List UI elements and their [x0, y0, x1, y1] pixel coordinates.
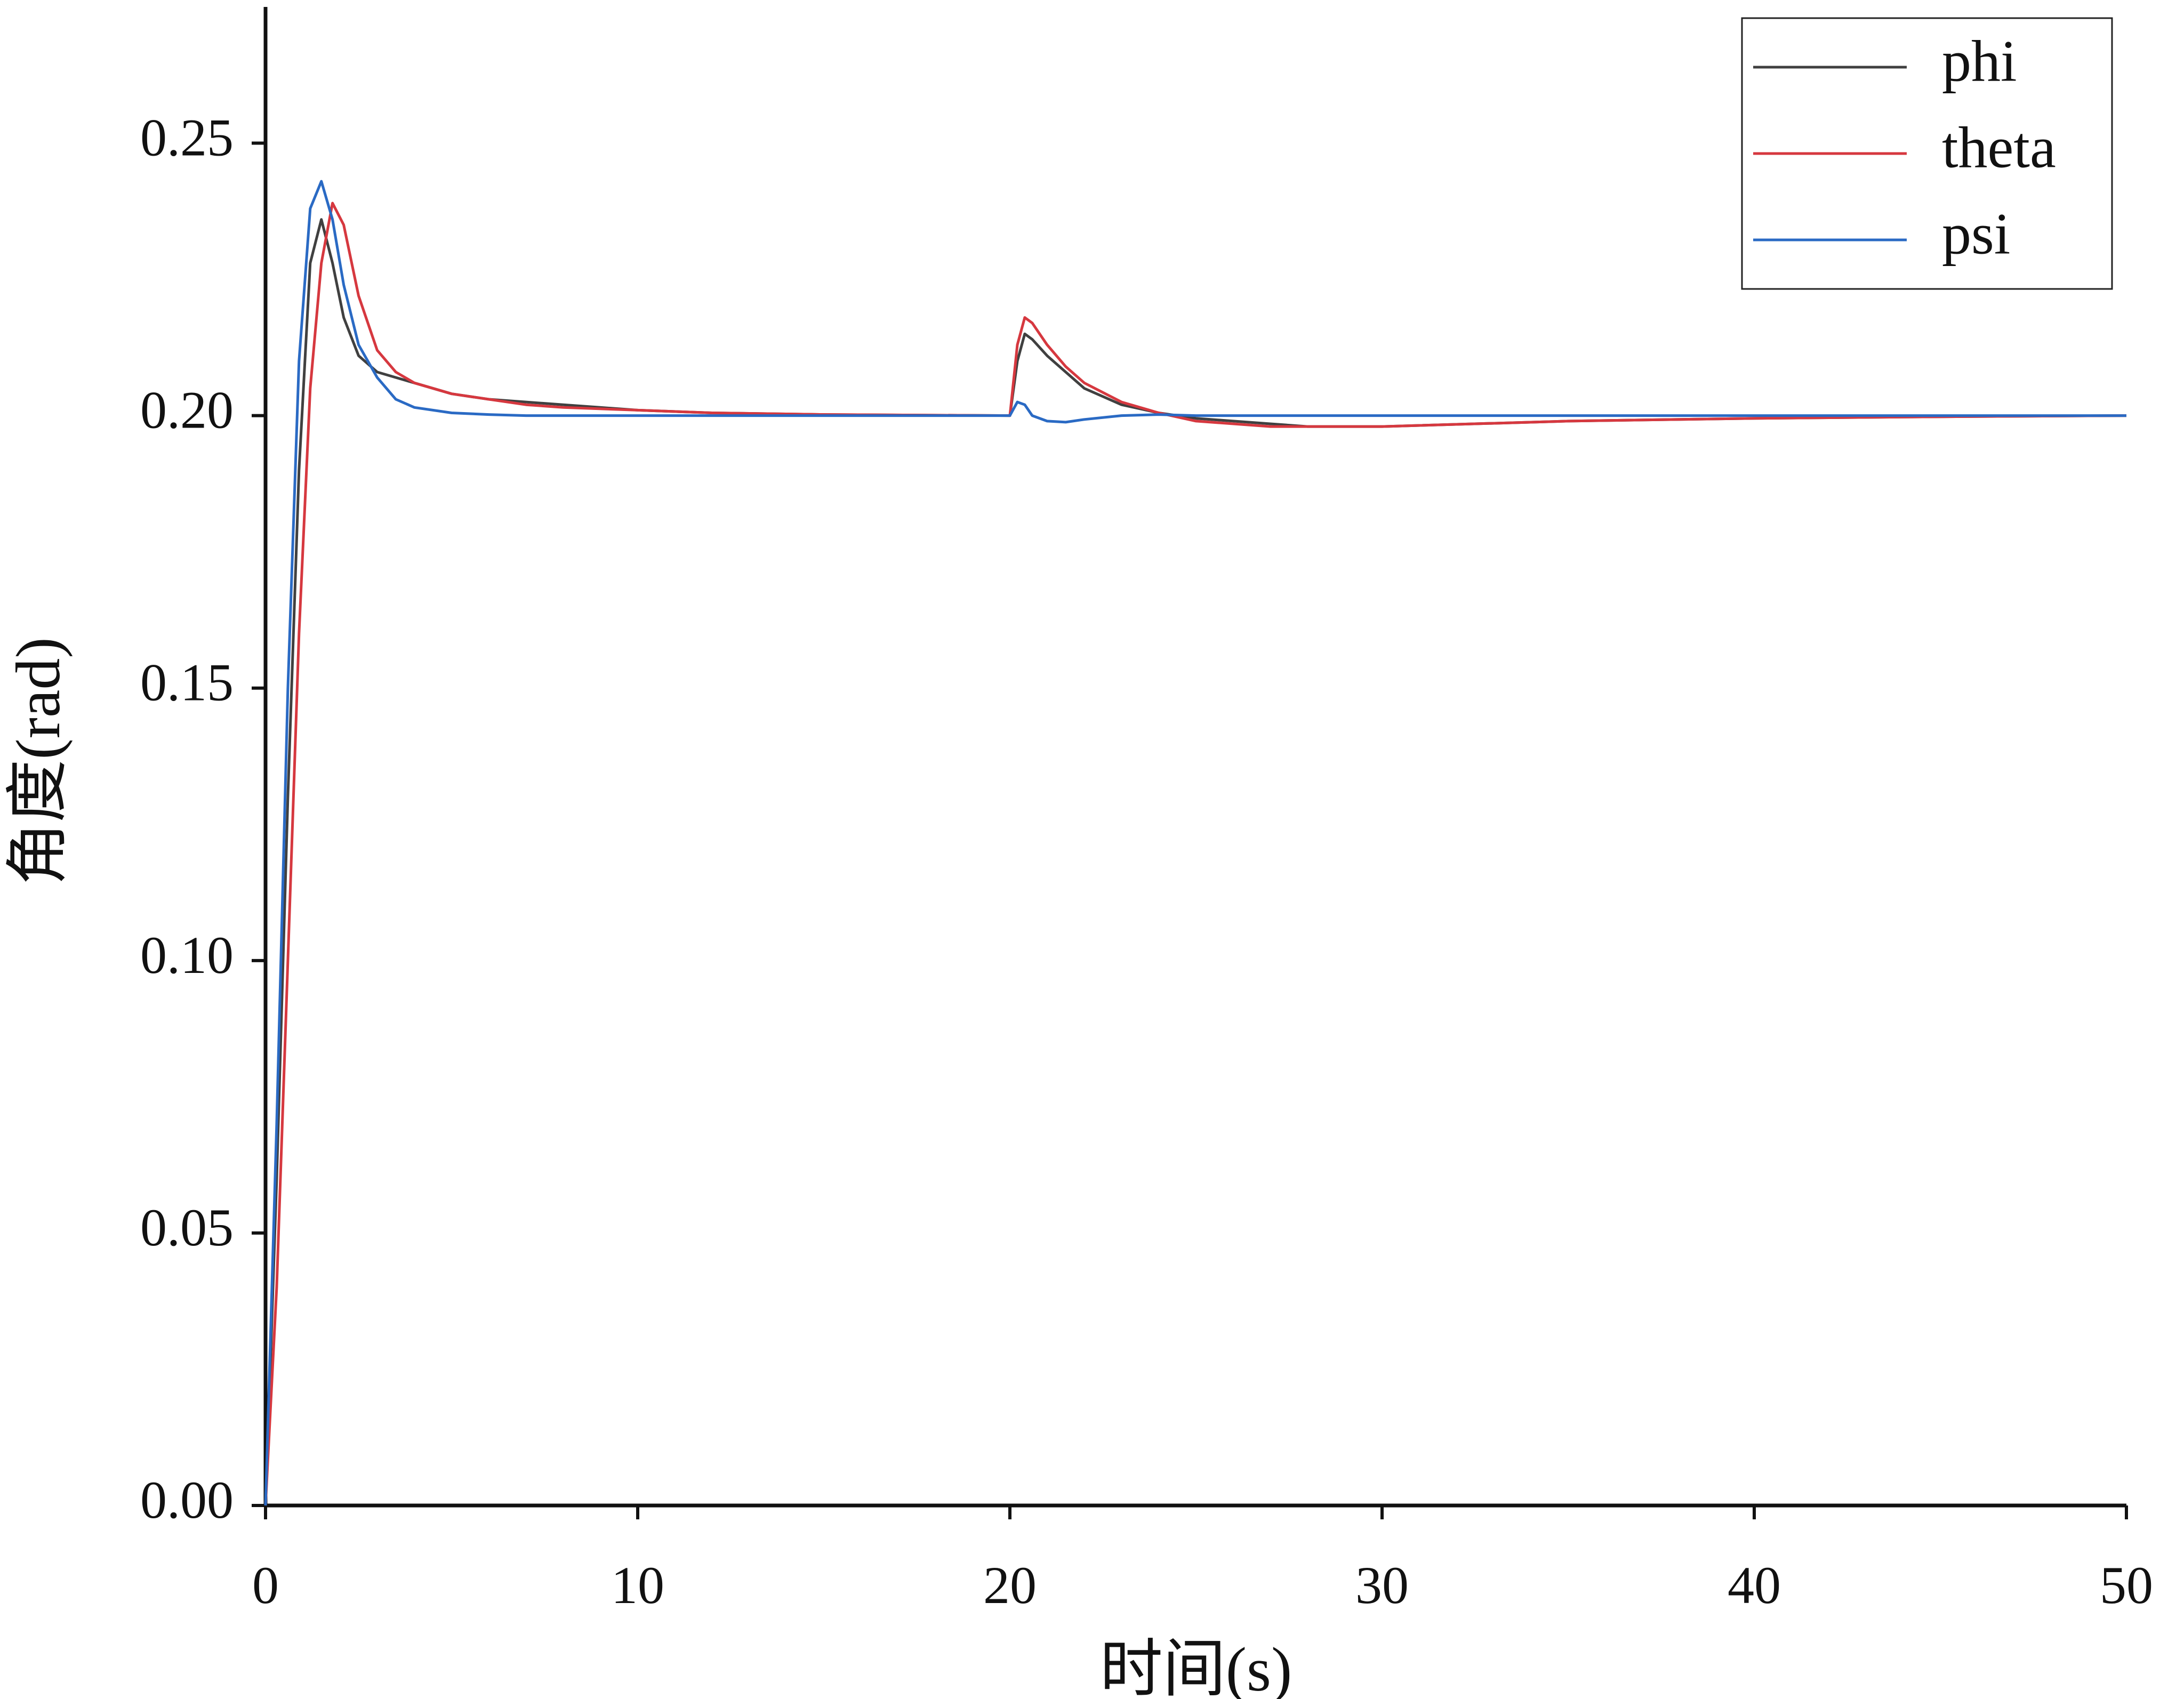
x-tick-label: 20: [983, 1556, 1037, 1615]
y-tick-label: 0.05: [140, 1198, 234, 1257]
x-tick-label: 30: [1355, 1556, 1409, 1615]
x-tick-label: 0: [252, 1556, 279, 1615]
x-axis-label: 时间(s): [1100, 1634, 1292, 1699]
legend-label: phi: [1942, 28, 2017, 93]
y-tick-label: 0.10: [140, 925, 234, 985]
legend-label: psi: [1942, 201, 2010, 266]
series-line: [264, 180, 2126, 1506]
y-axis-label: 角度(rad): [3, 637, 73, 885]
x-tick-label: 40: [1728, 1556, 1781, 1615]
y-tick-label: 0.20: [140, 381, 234, 440]
legend-label: theta: [1942, 115, 2056, 180]
y-tick-label: 0.25: [140, 108, 234, 167]
x-tick-label: 10: [611, 1556, 664, 1615]
y-tick-label: 0.15: [140, 653, 234, 712]
x-tick-label: 50: [2100, 1556, 2153, 1615]
y-tick-label: 0.00: [140, 1470, 234, 1529]
